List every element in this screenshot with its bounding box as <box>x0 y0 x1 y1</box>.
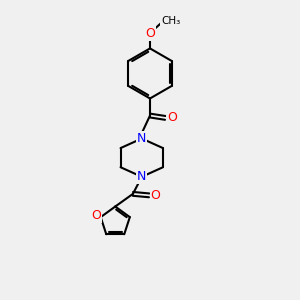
Text: O: O <box>91 209 101 222</box>
Text: N: N <box>137 170 146 183</box>
Text: O: O <box>167 111 177 124</box>
Text: N: N <box>137 132 146 145</box>
Text: CH₃: CH₃ <box>161 16 180 26</box>
Text: O: O <box>145 27 155 40</box>
Text: O: O <box>151 189 160 202</box>
